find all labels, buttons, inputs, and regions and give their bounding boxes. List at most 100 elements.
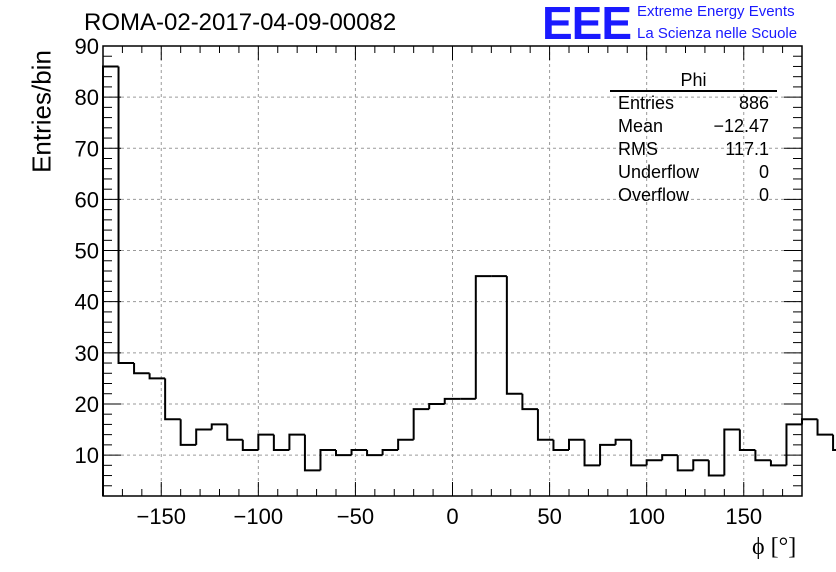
stats-row-underflow: Underflow 0 xyxy=(610,161,777,184)
histogram-bin xyxy=(195,428,212,445)
histogram-bin xyxy=(335,449,352,457)
histogram-bin-step xyxy=(707,460,725,477)
histogram-bin xyxy=(288,433,305,450)
histogram-bin xyxy=(133,363,150,375)
stats-label: Overflow xyxy=(618,185,690,205)
logo-line-1: Extreme Energy Events xyxy=(637,3,795,20)
histogram-bin xyxy=(210,423,228,430)
histogram-bin xyxy=(614,438,632,445)
x-axis-label: ϕ [°] xyxy=(752,534,797,560)
histogram-bin-step xyxy=(288,433,305,450)
histogram-bin xyxy=(707,460,725,477)
histogram-bin xyxy=(692,459,709,471)
histogram-bin xyxy=(738,429,756,451)
histogram-bin xyxy=(505,276,523,395)
y-tick-label: 20 xyxy=(75,392,99,417)
histogram-bin xyxy=(303,434,321,472)
histogram-bin-step xyxy=(102,65,119,496)
histogram-bin xyxy=(474,275,492,399)
histogram-bin xyxy=(832,434,836,451)
histogram-bin xyxy=(257,433,274,450)
histogram-bin-step xyxy=(692,459,709,471)
histogram-bin-step xyxy=(148,373,166,380)
histogram-bin-step xyxy=(816,419,834,436)
histogram-bin xyxy=(350,448,368,456)
histogram-bin-step xyxy=(754,449,771,462)
histogram-bin xyxy=(801,418,818,425)
histogram-bin xyxy=(412,408,430,440)
stats-box: Phi Entries 886 Mean −12.47 RMS 117.1 Un… xyxy=(610,70,777,207)
y-tick-label: 80 xyxy=(75,85,99,110)
stats-value: 0 xyxy=(758,185,769,205)
y-tick-label: 30 xyxy=(75,341,99,366)
histogram-bin xyxy=(676,455,694,472)
stats-value: 0 xyxy=(758,162,769,182)
histogram-bin-step xyxy=(241,439,259,451)
x-tick-label: 0 xyxy=(446,504,458,529)
histogram-bin xyxy=(769,460,787,467)
histogram-bin-step xyxy=(583,439,601,467)
histogram-bin-step xyxy=(801,418,818,425)
histogram-bin-step xyxy=(350,448,368,456)
histogram-bin-step xyxy=(303,434,321,472)
eee-logo: EEE xyxy=(542,0,632,49)
x-tick-label: 100 xyxy=(628,504,665,529)
histogram-bin-step xyxy=(474,275,492,399)
histogram-bin-step xyxy=(117,66,135,365)
histogram-bin-step xyxy=(272,434,290,451)
histogram-bin-step xyxy=(769,460,787,467)
histogram-bin-step xyxy=(661,454,678,461)
histogram-bin-step xyxy=(381,448,399,456)
logo-line-2: La Scienza nelle Scuole xyxy=(637,25,798,42)
histogram-bin-step xyxy=(319,448,336,471)
stats-row-rms: RMS 117.1 xyxy=(610,138,777,161)
histogram-bin-step xyxy=(645,459,663,466)
stats-row-overflow: Overflow 0 xyxy=(610,184,777,207)
histogram-bin xyxy=(366,449,383,457)
histogram-bin-step xyxy=(335,449,352,457)
histogram-bin xyxy=(443,397,461,404)
histogram-bin xyxy=(164,378,181,421)
histogram-bin-step xyxy=(428,402,445,410)
histogram-bin xyxy=(536,409,554,441)
y-tick-label: 50 xyxy=(75,239,99,264)
histogram-bin-step xyxy=(412,408,430,440)
histogram-bin xyxy=(428,402,445,410)
histogram-bin xyxy=(117,66,135,365)
histogram-bin xyxy=(148,373,166,380)
histogram-bin-step xyxy=(179,419,197,446)
histogram-bin-step xyxy=(133,363,150,375)
histogram-bin xyxy=(102,65,119,496)
histogram-bin-step xyxy=(521,393,538,411)
histogram-bin xyxy=(599,443,616,466)
x-tick-label: −150 xyxy=(136,504,186,529)
y-tick-label: 60 xyxy=(75,187,99,212)
histogram-bin xyxy=(241,439,259,451)
stats-row-entries: Entries 886 xyxy=(610,92,777,115)
y-axis-label: Entries/bin xyxy=(26,50,57,173)
histogram-bin-step xyxy=(366,449,383,457)
histogram-bin xyxy=(319,448,336,471)
histogram-bin xyxy=(521,393,538,411)
histogram-bin xyxy=(568,438,585,450)
histogram-bin xyxy=(661,454,678,461)
histogram-bin-step xyxy=(164,378,181,421)
histogram-bin xyxy=(630,439,647,467)
histogram-bin xyxy=(179,419,197,446)
stats-row-mean: Mean −12.47 xyxy=(610,115,777,138)
y-tick-label: 90 xyxy=(75,34,99,59)
histogram-bin xyxy=(552,439,569,451)
histogram-bin xyxy=(816,419,834,436)
histogram-bin-step xyxy=(630,439,647,467)
histogram-bin xyxy=(723,428,740,476)
y-tick-label: 10 xyxy=(75,443,99,468)
y-tick-label: 70 xyxy=(75,136,99,161)
histogram-bin xyxy=(645,459,663,466)
x-tick-label: −100 xyxy=(234,504,284,529)
histogram-bin-step xyxy=(195,428,212,445)
histogram-bin-step xyxy=(443,397,461,404)
histogram-bin xyxy=(381,448,399,456)
histogram-bin xyxy=(754,449,771,462)
histogram-bin xyxy=(583,439,601,467)
